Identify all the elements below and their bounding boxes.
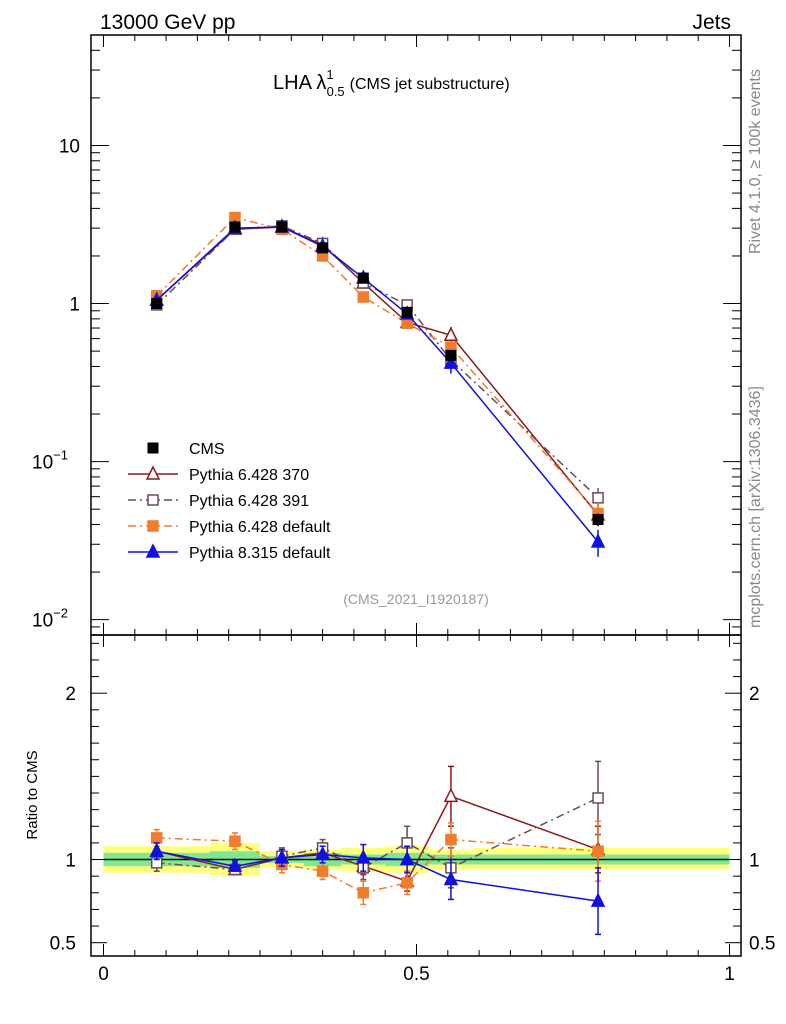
ratio-plot-frame [90, 634, 742, 957]
ratio-marker-pythia-8-315-default [227, 857, 243, 872]
legend-label-pythia-6-428-391: Pythia 6.428 391 [189, 493, 309, 510]
legend-marker-pythia-6-428-391 [147, 494, 159, 506]
ratio-marker-pythia-8-315-default [399, 850, 415, 866]
data-point [317, 242, 329, 254]
ratio-marker-pythia-8-315-default [590, 892, 606, 907]
rivet-version-label: Rivet 4.1.0, ≥ 100k events [747, 69, 764, 254]
y-tick-label-ratio: 0.5 [50, 934, 76, 955]
x-tick-label: 0.5 [403, 964, 429, 985]
ratio-marker-pythia-8-315-default [315, 845, 330, 861]
ratio-marker-pythia-6-428-default [445, 833, 457, 846]
ratio-line-pythia-6-428-370 [156, 795, 599, 883]
ratio-marker-pythia-6-428-370 [443, 787, 459, 803]
legend-label-cms: CMS [189, 441, 225, 458]
series-line-pythia-6-428-391 [156, 225, 599, 499]
ratio-marker-pythia-8-315-default [356, 849, 371, 864]
y-tick-label-ratio-right: 2 [749, 684, 760, 705]
plot-title-suffix: (CMS jet substructure) [350, 76, 510, 93]
y-tick-label-exponent: −2 [53, 606, 68, 621]
marker-pythia-6-428-391 [592, 492, 604, 504]
ratio-marker-pythia-8-315-default [149, 842, 164, 857]
ratio-marker-pythia-6-428-391 [592, 792, 604, 804]
mcplots-reference-label: mcplots.cern.ch [arXiv:1306.3436] [747, 386, 764, 628]
y-tick-label-main: 1 [69, 295, 80, 316]
legend-label-pythia-6-428-default: Pythia 6.428 default [189, 519, 331, 536]
legend-marker-pythia-6-428-default [147, 520, 159, 532]
ratio-line-pythia-6-428-391 [156, 797, 599, 871]
x-tick-label: 0 [98, 964, 109, 985]
marker-pythia-8-315-default [590, 533, 606, 548]
legend-label-pythia-6-428-370: Pythia 6.428 370 [189, 467, 309, 484]
ratio-marker-pythia-6-428-default [229, 835, 241, 847]
ratio-marker-pythia-6-428-default [592, 845, 604, 857]
x-tick-label: 1 [724, 964, 735, 985]
series-line-pythia-8-315-default [156, 226, 599, 543]
header-energy-label: 13000 GeV pp [100, 11, 235, 34]
ratio-marker-pythia-6-428-default [401, 877, 413, 889]
marker-pythia-6-428-default [357, 291, 370, 303]
marker-pythia-8-315-default [443, 354, 459, 369]
y-tick-label-main: 10−1 [32, 448, 68, 474]
ratio-marker-pythia-8-315-default [274, 849, 290, 864]
ratio-marker-pythia-6-428-default [316, 865, 329, 877]
legend-marker-cms [147, 442, 159, 454]
data-point [357, 272, 369, 284]
y-tick-label-ratio: 2 [65, 684, 76, 705]
series-line-pythia-6-428-default [156, 216, 599, 514]
ratio-line-pythia-8-315-default [156, 850, 599, 902]
data-point [229, 221, 241, 233]
y-tick-label-ratio-right: 0.5 [749, 934, 775, 955]
data-point [401, 306, 413, 318]
legend: CMS Pythia 6.428 370 Pythia 6.428 391 Pythi… [128, 441, 331, 562]
ratio-marker-pythia-8-315-default [443, 870, 459, 886]
ratio-marker-pythia-6-428-default [150, 832, 163, 844]
data-series [149, 211, 606, 936]
ratio-marker-pythia-6-428-default [357, 887, 370, 899]
y-tick-label-ratio-right: 1 [749, 851, 760, 872]
ratio-axis-label: Ratio to CMS [24, 750, 41, 839]
legend-marker-pythia-8-315-default [145, 543, 161, 558]
data-point [445, 349, 457, 361]
legend-label-pythia-8-315-default: Pythia 8.315 default [189, 545, 331, 562]
y-tick-label-exponent: −1 [53, 448, 68, 463]
analysis-id-label: (CMS_2021_I1920187) [343, 591, 489, 607]
data-point [276, 221, 288, 233]
marker-pythia-6-428-default [401, 317, 413, 330]
y-tick-label-ratio: 1 [65, 851, 76, 872]
plot-title-superscript: 1 [326, 67, 333, 82]
y-tick-label-main: 10−2 [32, 606, 68, 632]
data-point [592, 514, 604, 526]
y-tick-label-main: 10 [59, 136, 80, 157]
header-process-label: Jets [692, 11, 731, 34]
data-point [151, 298, 163, 310]
legend-marker-pythia-6-428-370 [145, 465, 161, 480]
plot-title-main: LHA λ [273, 72, 326, 94]
plot-title: LHA λ1 0.5 (CMS jet substructure) [273, 67, 510, 99]
plot-title-subscript: 0.5 [327, 84, 345, 99]
marker-pythia-6-428-370 [443, 326, 459, 342]
